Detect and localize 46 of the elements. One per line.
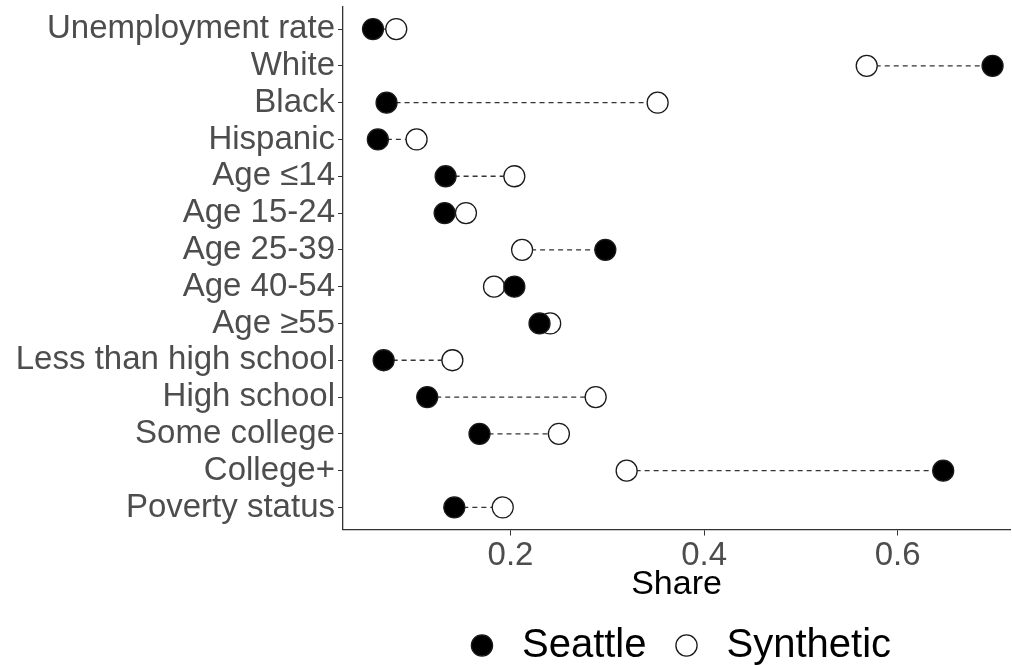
y-tick-label: White (250, 44, 335, 82)
y-tick-label: Less than high school (15, 339, 335, 377)
point (584, 385, 607, 409)
point (510, 238, 534, 261)
y-tick-label: Poverty status (125, 486, 335, 524)
y-tick-label: Black (254, 81, 336, 119)
point (366, 128, 389, 151)
point (468, 422, 491, 445)
point (361, 17, 385, 41)
y-tick-label: Age ≥55 (212, 302, 335, 340)
y-tick-label: Age 40-54 (182, 265, 335, 303)
point (482, 275, 506, 298)
y-tick-label: College+ (203, 449, 335, 487)
point (615, 459, 638, 482)
point (528, 312, 551, 335)
x-tick-label: 0.4 (681, 535, 728, 573)
x-tick-label: 0.6 (874, 535, 921, 573)
point (646, 91, 669, 114)
y-tick-label: Unemployment rate (47, 8, 335, 46)
point (454, 201, 478, 225)
point (855, 54, 878, 78)
y-tick-label: Age 25-39 (182, 228, 335, 266)
point (932, 459, 955, 482)
point (416, 385, 439, 409)
y-tick-label: Age ≤14 (212, 155, 335, 193)
point (981, 54, 1004, 78)
y-tick-label: High school (162, 376, 335, 414)
y-tick-label: Some college (135, 412, 335, 450)
point (503, 275, 526, 298)
point (547, 422, 571, 445)
point (443, 496, 466, 519)
point (503, 165, 526, 188)
point (375, 91, 398, 114)
point (372, 349, 395, 372)
point (385, 17, 408, 41)
y-tick-label: Age 15-24 (182, 192, 335, 230)
point (433, 201, 456, 225)
point (441, 349, 464, 372)
legend-label: Synthetic (726, 620, 892, 665)
legend-label: Seattle (521, 620, 647, 665)
point (491, 496, 514, 519)
y-tick-label: Hispanic (208, 118, 335, 156)
point (594, 238, 617, 261)
x-tick-label: 0.2 (487, 535, 534, 573)
point (434, 165, 457, 188)
point (405, 128, 428, 151)
